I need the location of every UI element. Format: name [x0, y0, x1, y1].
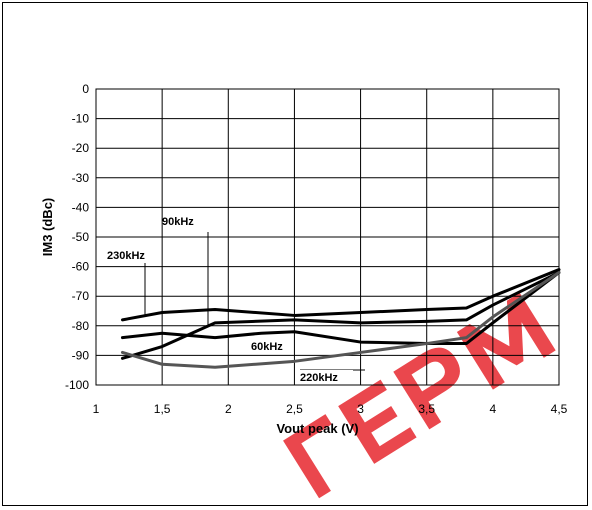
- series-line-90kHz: [120, 271, 561, 360]
- annotation-label: 220kHz: [300, 372, 338, 384]
- watermark-logo: [283, 292, 556, 499]
- x-axis-ticks: 1 1,5 2 2,5 3 3,5 4 4,5: [93, 402, 568, 416]
- annotation-label: 90kHz: [162, 216, 194, 228]
- y-axis-title: IM3 (dBc): [40, 198, 55, 257]
- y-tick-label: -60: [72, 260, 90, 274]
- y-tick-label: -50: [72, 230, 90, 244]
- y-tick-label: -20: [72, 141, 90, 155]
- y-tick-label: 0: [82, 82, 89, 96]
- x-tick-label: 3: [357, 402, 364, 416]
- y-tick-label: -70: [72, 289, 90, 303]
- x-tick-label: 2,5: [286, 402, 303, 416]
- chart-frame: [2, 2, 588, 506]
- watermark-letter: [456, 292, 556, 390]
- annotation-label: 60kHz: [251, 341, 283, 353]
- y-axis-ticks: 0 -10 -20 -30 -40 -50 -60 -70 -80 -90 -100: [65, 82, 89, 392]
- y-tick-label: -30: [72, 171, 90, 185]
- x-tick-label: 1: [93, 402, 100, 416]
- annotation-label: 230kHz: [107, 250, 145, 262]
- annotation-background: [297, 370, 353, 384]
- x-tick-label: 4: [490, 402, 497, 416]
- series-line-220kHz: [120, 271, 561, 369]
- y-tick-label: -90: [72, 348, 90, 362]
- series-line-230kHz: [120, 268, 561, 322]
- y-tick-label: -100: [65, 378, 89, 392]
- watermark-letter: [393, 347, 460, 430]
- y-tick-label: -10: [72, 112, 90, 126]
- y-tick-label: -80: [72, 319, 90, 333]
- annotations: 230kHz 90kHz 60kHz 220kHz: [107, 216, 365, 384]
- plot-area: [95, 88, 560, 386]
- x-tick-label: 4,5: [551, 402, 568, 416]
- x-tick-label: 2: [225, 402, 232, 416]
- x-tick-label: 1,5: [154, 402, 171, 416]
- watermark-letter: [338, 379, 417, 464]
- watermark-letter: [283, 414, 332, 499]
- series-line-60kHz: [120, 271, 561, 346]
- series-lines: [120, 268, 561, 369]
- x-tick-label: 3,5: [418, 402, 435, 416]
- x-axis-title: Vout peak (V): [276, 421, 358, 436]
- y-tick-label: -40: [72, 200, 90, 214]
